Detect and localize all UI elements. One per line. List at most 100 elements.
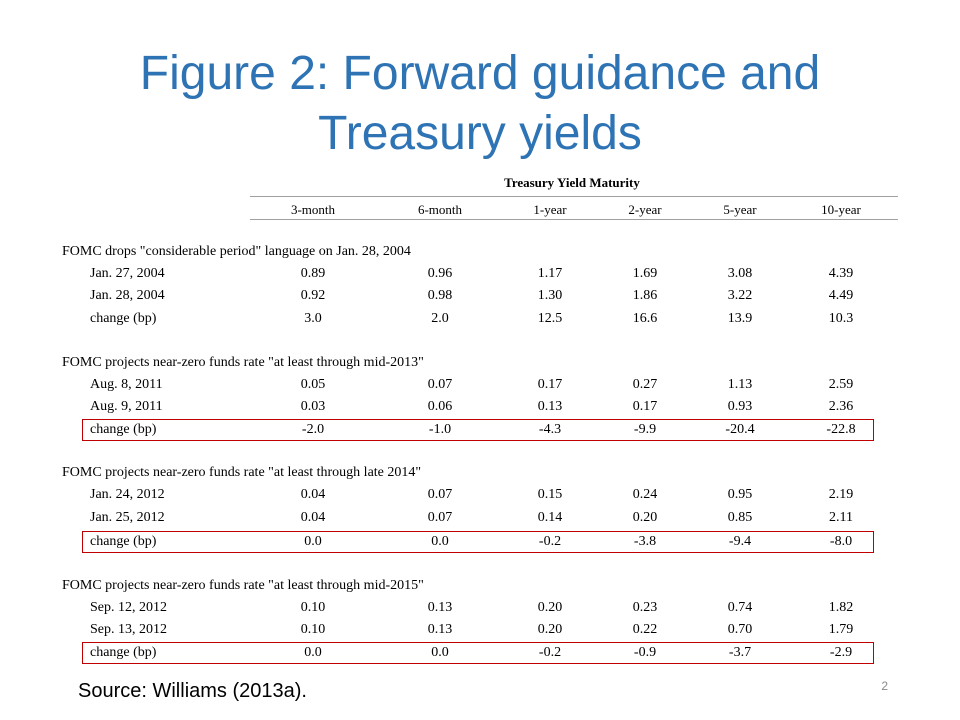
table-cell: 0.93	[727, 399, 753, 414]
table-cell: 0.96	[427, 266, 453, 281]
table-cell: 0.23	[632, 600, 658, 615]
column-header: 2-year	[628, 202, 662, 217]
table-cell: 1.79	[828, 622, 854, 637]
row-label: Aug. 9, 2011	[90, 399, 163, 414]
table-cell: 10.3	[828, 311, 854, 326]
table-cell: -2.0	[301, 422, 325, 437]
table-cell: -22.8	[826, 422, 856, 437]
table-cell: 0.85	[727, 510, 753, 525]
table-cell: 0.27	[632, 377, 658, 392]
table-cell: -3.7	[728, 645, 752, 660]
table-cell: 0.20	[537, 622, 563, 637]
table-cell: 0.13	[537, 399, 563, 414]
table-cell: 13.9	[727, 311, 753, 326]
table-cell: 0.0	[304, 645, 322, 660]
table-cell: 0.03	[300, 399, 326, 414]
row-label: Jan. 25, 2012	[90, 510, 165, 525]
table-cell: 1.17	[537, 266, 563, 281]
table-cell: 1.30	[537, 288, 563, 303]
table-cell: 16.6	[632, 311, 658, 326]
table-cell: 2.11	[829, 510, 853, 525]
table-cell: 0.07	[427, 510, 453, 525]
section-heading: FOMC projects near-zero funds rate "at l…	[62, 578, 424, 593]
table-super-header: Treasury Yield Maturity	[504, 175, 640, 190]
table-cell: 0.92	[300, 288, 326, 303]
row-label: change (bp)	[90, 311, 157, 326]
table-cell: 1.82	[828, 600, 854, 615]
table-cell: -9.9	[633, 422, 657, 437]
table-cell: 12.5	[537, 311, 563, 326]
table-cell: 0.10	[300, 600, 326, 615]
table-cell: 4.39	[828, 266, 854, 281]
row-label: Aug. 8, 2011	[90, 377, 163, 392]
table-cell: -0.2	[538, 534, 562, 549]
table-cell: 0.07	[427, 487, 453, 502]
table-cell: -3.8	[633, 534, 657, 549]
row-label: Sep. 12, 2012	[90, 600, 167, 615]
table-cell: 0.17	[632, 399, 658, 414]
table-cell: -4.3	[538, 422, 562, 437]
table-cell: -2.9	[829, 645, 853, 660]
row-label: change (bp)	[90, 645, 157, 660]
table-cell: 0.06	[427, 399, 453, 414]
table-cell: 0.0	[431, 645, 449, 660]
table-cell: 0.04	[300, 487, 326, 502]
table-cell: -0.9	[633, 645, 657, 660]
table-cell: 0.89	[300, 266, 326, 281]
table-cell: 0.14	[537, 510, 563, 525]
table-cell: 0.13	[427, 600, 453, 615]
column-header: 5-year	[723, 202, 757, 217]
table-cell: 0.15	[537, 487, 563, 502]
column-header: 10-year	[821, 202, 861, 217]
table-cell: 0.17	[537, 377, 563, 392]
table-cell: -9.4	[728, 534, 752, 549]
column-header: 6-month	[417, 202, 463, 217]
page-number: 2	[881, 679, 888, 693]
table-cell: 0.98	[427, 288, 453, 303]
table-cell: 3.0	[304, 311, 322, 326]
column-header: 3-month	[290, 202, 336, 217]
table-cell: 0.07	[427, 377, 453, 392]
header-bottom-rule	[250, 219, 898, 220]
table-cell: 3.22	[727, 288, 753, 303]
row-label: Jan. 27, 2004	[90, 266, 165, 281]
source-note: Source: Williams (2013a).	[78, 680, 307, 702]
title-line-1: Figure 2: Forward guidance and	[139, 47, 821, 100]
highlight-box	[82, 419, 874, 441]
highlight-box	[82, 642, 874, 664]
table-cell: 0.10	[300, 622, 326, 637]
table-cell: 2.0	[431, 311, 449, 326]
table-cell: 0.20	[632, 510, 658, 525]
table-cell: 0.22	[632, 622, 658, 637]
table-cell: 1.13	[727, 377, 753, 392]
row-label: Jan. 24, 2012	[90, 487, 165, 502]
table-cell: 0.95	[727, 487, 753, 502]
table-cell: 0.74	[727, 600, 753, 615]
table-cell: -8.0	[829, 534, 853, 549]
title-line-2: Treasury yields	[318, 107, 642, 160]
table-cell: 0.24	[632, 487, 658, 502]
table-cell: 2.59	[828, 377, 854, 392]
header-top-rule	[250, 196, 898, 197]
table-cell: 1.86	[632, 288, 658, 303]
table-cell: 0.13	[427, 622, 453, 637]
table-cell: 0.0	[304, 534, 322, 549]
section-heading: FOMC projects near-zero funds rate "at l…	[62, 465, 422, 480]
row-label: Sep. 13, 2012	[90, 622, 167, 637]
table-cell: 3.08	[727, 266, 753, 281]
table-cell: 0.04	[300, 510, 326, 525]
table-cell: 0.0	[431, 534, 449, 549]
table-cell: -1.0	[428, 422, 452, 437]
table-cell: 2.19	[828, 487, 854, 502]
table-cell: 0.70	[727, 622, 753, 637]
section-heading: FOMC drops "considerable period" languag…	[62, 244, 411, 259]
table-cell: 4.49	[828, 288, 854, 303]
table-cell: 0.05	[300, 377, 326, 392]
row-label: Jan. 28, 2004	[90, 288, 165, 303]
slide-title: Figure 2: Forward guidance and Treasury …	[0, 44, 960, 164]
row-label: change (bp)	[90, 422, 157, 437]
highlight-box	[82, 531, 874, 553]
column-header: 1-year	[533, 202, 567, 217]
table-cell: 1.69	[632, 266, 658, 281]
